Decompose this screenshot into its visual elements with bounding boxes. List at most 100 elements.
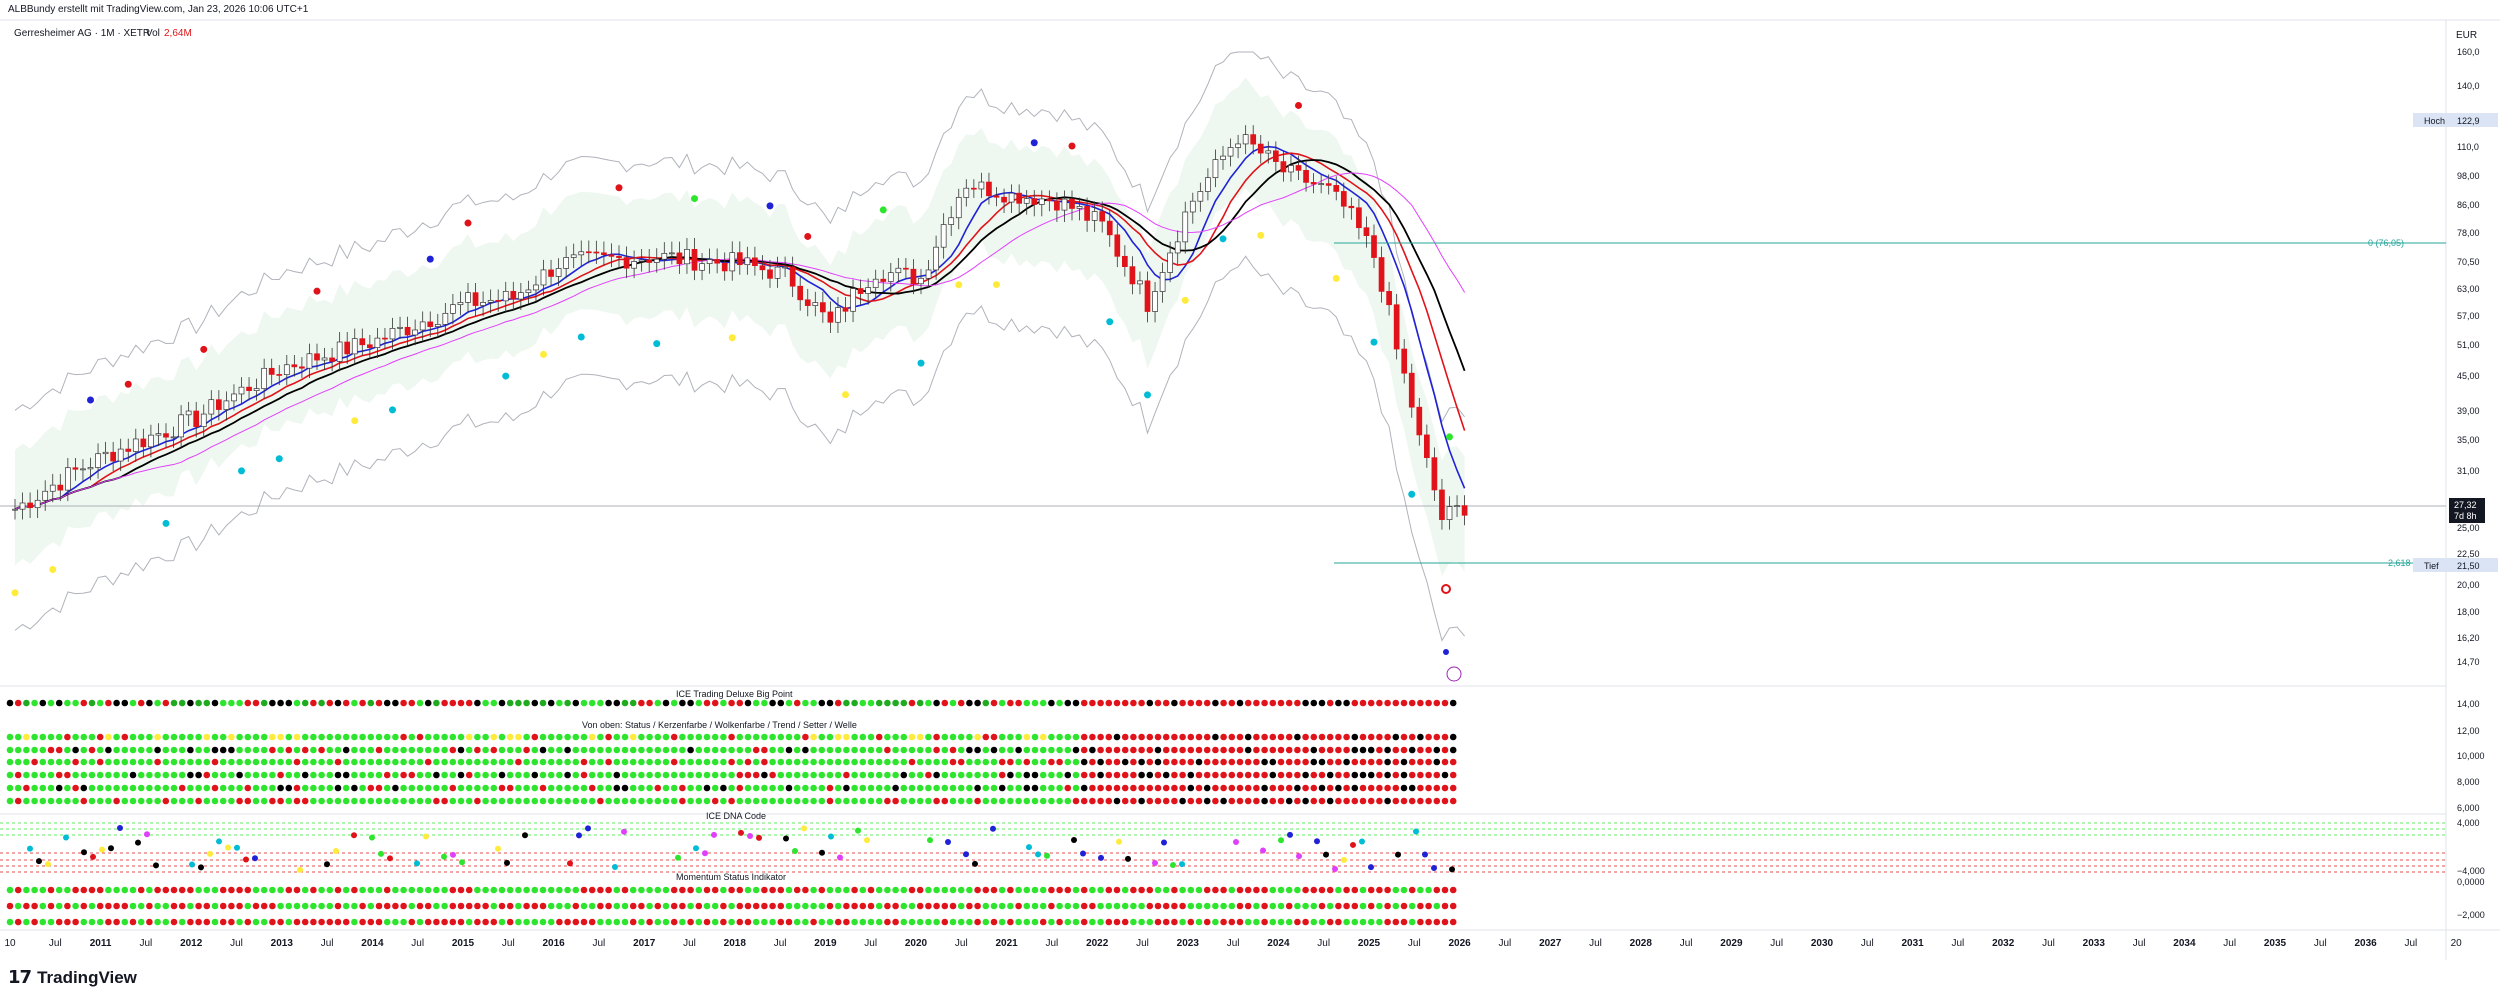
candle-down	[359, 338, 366, 346]
candle-up	[1227, 147, 1234, 157]
indicator-dot	[1433, 918, 1441, 926]
indicator-dot	[572, 902, 580, 910]
indicator-dot	[687, 733, 694, 741]
indicator-dot	[375, 758, 383, 766]
indicator-dot	[1072, 918, 1080, 926]
indicator-dot	[859, 902, 867, 910]
indicator-dot	[1220, 797, 1227, 805]
indicator-dot	[1318, 699, 1326, 707]
indicator-dot	[203, 918, 211, 926]
indicator-dot	[736, 733, 744, 741]
indicator-dot	[1212, 918, 1219, 926]
indicator-dot	[1335, 886, 1342, 894]
indicator-dot	[1335, 771, 1342, 779]
indicator-dot	[1023, 797, 1031, 805]
dna-dot	[756, 834, 762, 841]
candle-up	[223, 400, 230, 410]
indicator-dot	[1277, 699, 1285, 707]
time-tick-label: Jul	[2223, 938, 2236, 949]
indicator-dot	[269, 797, 276, 805]
indicator-dot	[1351, 733, 1359, 741]
dna-dot	[1431, 864, 1437, 871]
indicator-dot	[1048, 902, 1055, 910]
tradingview-logo[interactable]: 17 TradingView	[8, 967, 137, 988]
indicator-dot	[260, 902, 268, 910]
indicator-dot	[933, 699, 940, 707]
indicator-dot	[572, 699, 580, 707]
indicator-dot	[900, 733, 908, 741]
indicator-dot	[703, 771, 711, 779]
candle-down	[1363, 227, 1370, 236]
indicator-dot	[1023, 746, 1031, 754]
indicator-dot	[1425, 886, 1432, 894]
price-tick-label: 86,00	[2457, 200, 2480, 210]
indicator-dot	[769, 771, 776, 779]
candle-up	[963, 187, 970, 198]
dna-dot	[1413, 828, 1419, 835]
candle-up	[925, 269, 932, 279]
indicator-dot	[941, 902, 949, 910]
indicator-dot	[72, 771, 79, 779]
indicator-dot	[441, 746, 448, 754]
indicator-dot	[1384, 902, 1391, 910]
indicator-dot	[703, 758, 711, 766]
indicator-dot	[654, 758, 662, 766]
indicator-dot	[457, 886, 465, 894]
indicator-dot	[556, 733, 563, 741]
time-tick-label: Jul	[1861, 938, 1874, 949]
indicator-dot	[515, 886, 522, 894]
indicator-dot	[187, 699, 194, 707]
indicator-dot	[720, 771, 727, 779]
dna-dot	[495, 845, 501, 852]
candle-up	[1318, 183, 1325, 185]
candle-up	[744, 257, 751, 266]
dna-dot	[1359, 838, 1365, 845]
indicator-dot	[1228, 886, 1236, 894]
indicator-dot	[416, 758, 424, 766]
indicator-dot	[113, 797, 120, 805]
time-tick-label: Jul	[1408, 938, 1421, 949]
indicator-dot	[539, 902, 547, 910]
indicator-dot	[1433, 784, 1441, 792]
indicator-dot	[96, 886, 104, 894]
indicator-dot	[1212, 746, 1219, 754]
indicator-dot	[433, 746, 440, 754]
indicator-dot	[925, 797, 932, 805]
indicator-dot	[367, 784, 375, 792]
indicator-dot	[892, 902, 899, 910]
indicator-dot	[892, 886, 899, 894]
indicator-dot	[818, 733, 826, 741]
indicator-dot	[580, 902, 588, 910]
indicator-dot	[31, 886, 38, 894]
candle-down	[495, 299, 502, 302]
indicator-dot	[1408, 918, 1416, 926]
candle-up	[1197, 191, 1204, 202]
candle-down	[140, 438, 147, 448]
indicator-dot	[269, 758, 276, 766]
dna-dot	[450, 851, 456, 858]
indicator-dot	[638, 797, 645, 805]
indicator-dot	[474, 886, 481, 894]
indicator-dot	[465, 746, 473, 754]
indicator-dot	[982, 733, 990, 741]
indicator-dot	[228, 733, 235, 741]
indicator-dot	[1072, 758, 1080, 766]
dna-dot	[675, 854, 681, 861]
indicator-dot	[482, 784, 489, 792]
candle-up	[238, 386, 245, 395]
band-line	[14, 255, 1465, 642]
indicator-dot	[1113, 784, 1121, 792]
indicator-axis: 14,0012,0010,0008,0006,0004,000−4,0000,0…	[2457, 699, 2485, 920]
indicator-dot	[441, 784, 448, 792]
dna-dot	[927, 837, 933, 844]
indicator-dot	[154, 918, 161, 926]
indicator-dot	[482, 902, 489, 910]
signal-dot	[540, 350, 547, 358]
indicator-dot	[875, 758, 883, 766]
candle-up	[487, 299, 494, 303]
indicator-dot	[23, 797, 30, 805]
indicator-dot	[654, 886, 662, 894]
indicator-dot	[1441, 886, 1449, 894]
indicator-dot	[949, 918, 957, 926]
